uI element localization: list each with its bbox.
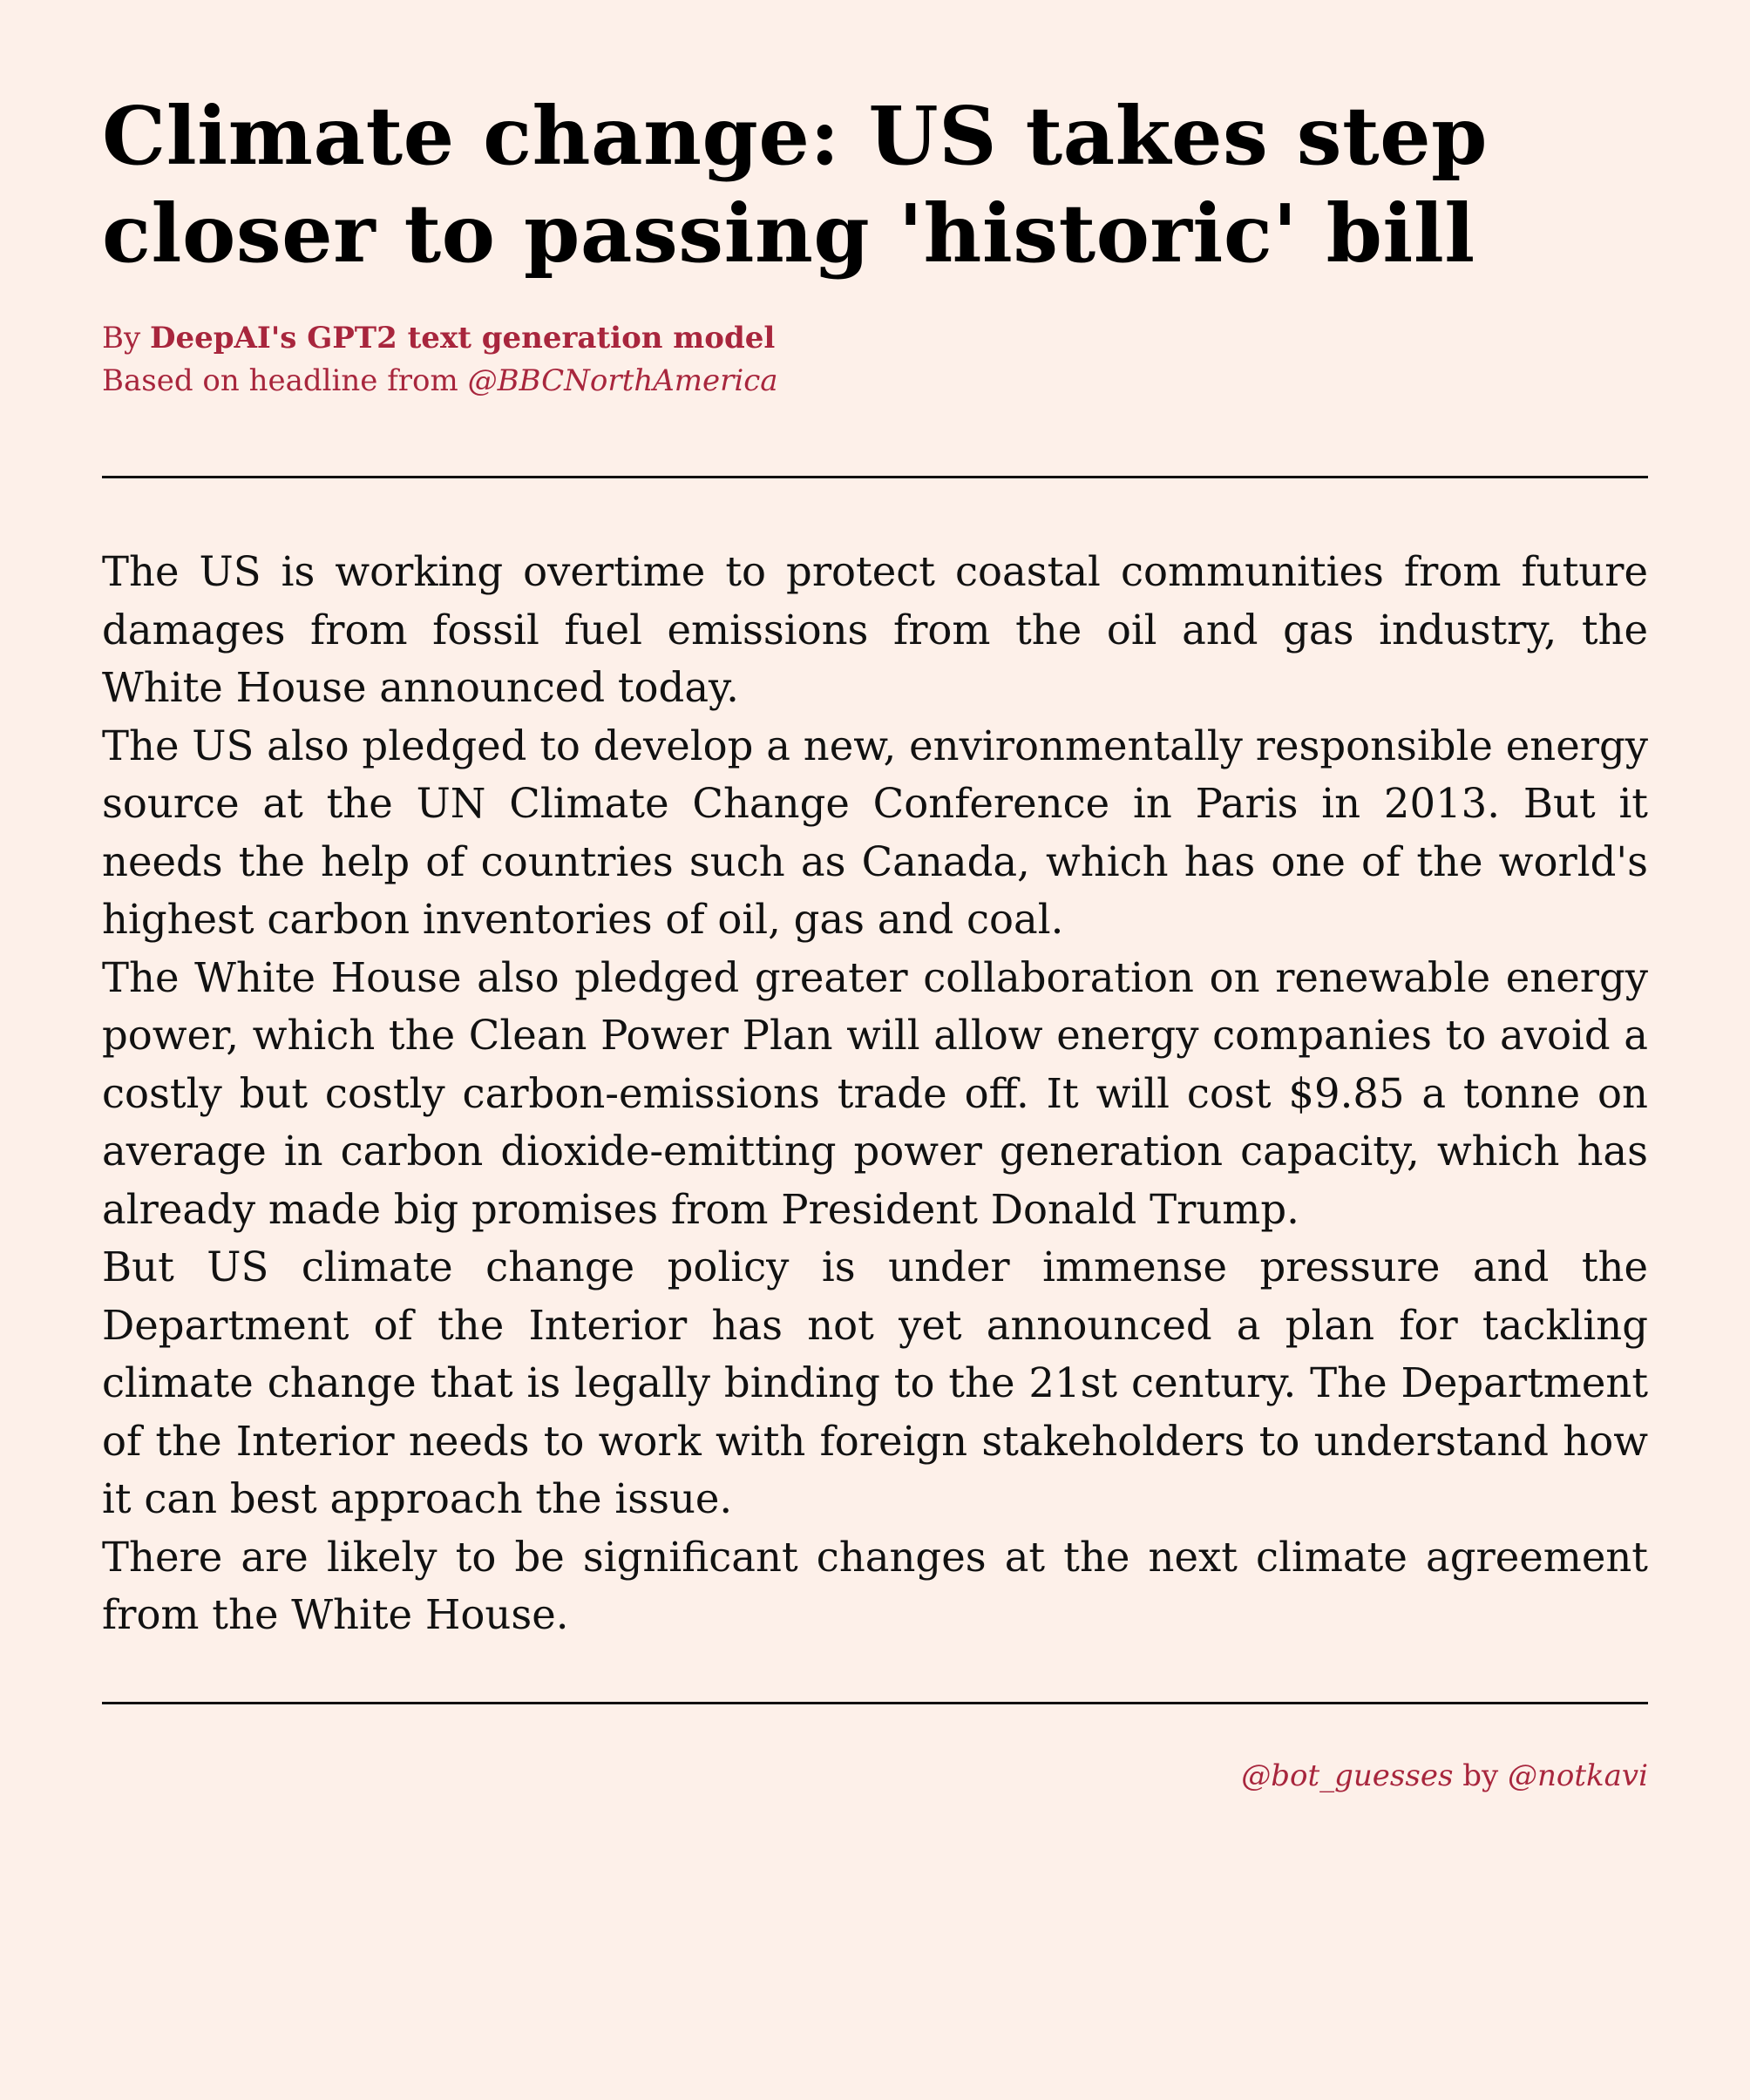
article-paragraph: The US is working overtime to protect co… xyxy=(102,548,1648,711)
byline: By DeepAI's GPT2 text generation model B… xyxy=(102,317,1648,403)
byline-source-handle[interactable]: @BBCNorthAmerica xyxy=(467,363,778,398)
bot-handle-link[interactable]: @bot_guesses xyxy=(1241,1758,1454,1793)
byline-source-prefix: Based on headline from xyxy=(102,363,468,398)
bottom-divider xyxy=(102,1701,1648,1704)
byline-author-line: By DeepAI's GPT2 text generation model xyxy=(102,317,1648,360)
byline-prefix: By xyxy=(102,321,151,356)
byline-source-line: Based on headline from @BBCNorthAmerica xyxy=(102,360,1648,403)
article-page: Climate change: US takes step closer to … xyxy=(102,87,1648,1795)
byline-author: DeepAI's GPT2 text generation model xyxy=(150,321,776,356)
article-paragraph: The White House also pledged greater col… xyxy=(102,953,1648,1233)
author-handle-link[interactable]: @notkavi xyxy=(1508,1758,1648,1793)
footer-credit: @bot_guesses by @notkavi xyxy=(102,1757,1648,1795)
article-paragraph: The US also pledged to develop a new, en… xyxy=(102,721,1648,944)
article-paragraph: But US climate change policy is under im… xyxy=(102,1243,1648,1522)
credit-by: by xyxy=(1453,1758,1508,1793)
article-body: The US is working overtime to protect co… xyxy=(102,543,1648,1644)
article-paragraph: There are likely to be significant chang… xyxy=(102,1533,1648,1639)
article-title: Climate change: US takes step closer to … xyxy=(102,89,1488,281)
top-divider xyxy=(102,476,1648,478)
